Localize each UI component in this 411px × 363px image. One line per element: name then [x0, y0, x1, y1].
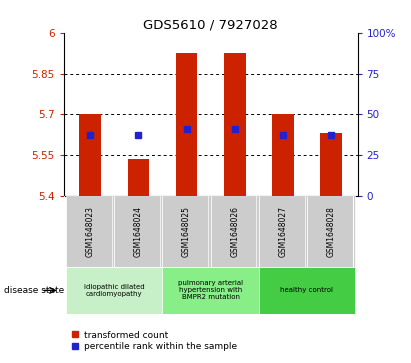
Bar	[259, 196, 307, 267]
Bar	[320, 133, 342, 196]
Bar	[162, 267, 259, 314]
Text: GSM1648024: GSM1648024	[134, 206, 143, 257]
Text: idiopathic dilated
cardiomyopathy: idiopathic dilated cardiomyopathy	[84, 284, 145, 297]
Text: healthy control: healthy control	[280, 287, 333, 293]
Bar	[307, 196, 355, 267]
Text: GSM1648028: GSM1648028	[327, 206, 335, 257]
Text: GSM1648026: GSM1648026	[230, 206, 239, 257]
Text: GSM1648027: GSM1648027	[278, 206, 287, 257]
Legend: transformed count, percentile rank within the sample: transformed count, percentile rank withi…	[68, 327, 240, 355]
Text: pulmonary arterial
hypertension with
BMPR2 mutation: pulmonary arterial hypertension with BMP…	[178, 280, 243, 301]
Bar	[224, 53, 245, 196]
Bar	[272, 114, 294, 196]
Bar	[66, 196, 114, 267]
Bar	[79, 114, 101, 196]
Bar	[259, 267, 355, 314]
Bar	[114, 196, 162, 267]
Bar	[127, 159, 149, 196]
Title: GDS5610 / 7927028: GDS5610 / 7927028	[143, 19, 278, 32]
Bar	[162, 196, 211, 267]
Bar	[211, 196, 259, 267]
Bar	[66, 267, 162, 314]
Text: GSM1648025: GSM1648025	[182, 206, 191, 257]
Text: GSM1648023: GSM1648023	[86, 206, 95, 257]
Text: disease state: disease state	[4, 286, 65, 295]
Bar	[176, 53, 197, 196]
